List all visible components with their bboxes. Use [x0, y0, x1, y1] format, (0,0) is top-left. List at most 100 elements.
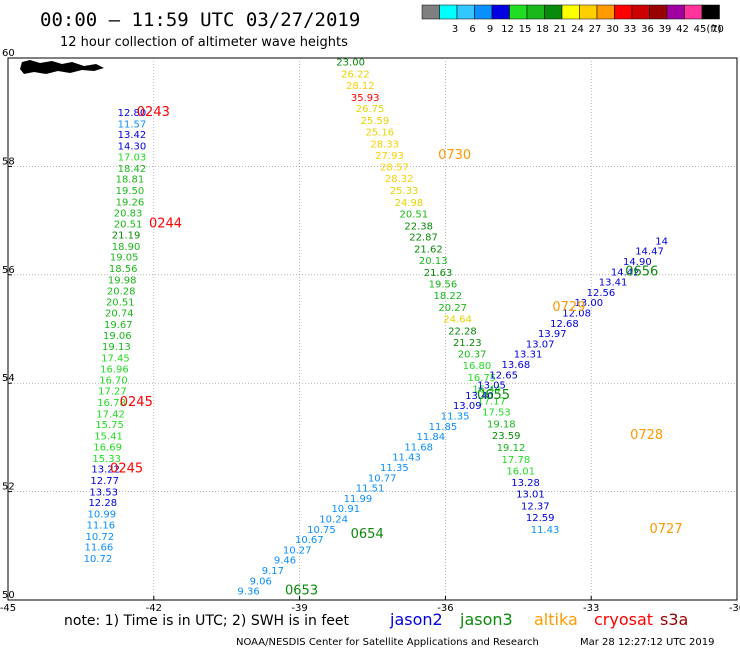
- swh-value-label: 20.74: [105, 309, 134, 320]
- swh-value-label: 25.59: [361, 116, 390, 127]
- swh-value-label: 12.56: [587, 288, 616, 299]
- satellite-legend-item: s3a: [660, 610, 688, 629]
- y-tick-label: 60: [2, 48, 15, 59]
- chart-subtitle: 12 hour collection of altimeter wave hei…: [60, 35, 348, 50]
- note-text: note: 1) Time is in UTC; 2) SWH is in fe…: [64, 613, 350, 629]
- swh-value-label: 20.83: [114, 208, 143, 219]
- swh-value-label: 10.72: [86, 532, 115, 543]
- swh-value-label: 9.17: [262, 566, 284, 577]
- x-tick-label: -36: [437, 603, 453, 614]
- swh-value-label: 17.03: [118, 152, 147, 163]
- swh-value-label: 13.07: [526, 339, 555, 350]
- swh-value-label: 13.09: [453, 401, 482, 412]
- swh-value-label: 10.27: [283, 545, 312, 556]
- swh-value-label: 20.13: [419, 256, 448, 267]
- scale-swatch: [631, 4, 650, 20]
- swh-value-label: 16.69: [93, 442, 122, 453]
- swh-value-label: 14.42: [611, 267, 640, 278]
- scale-swatch: [701, 4, 720, 20]
- swh-value-label: 9.06: [250, 576, 272, 587]
- swh-value-label: 20.28: [107, 286, 136, 297]
- y-tick-label: 58: [2, 156, 15, 167]
- swh-value-label: 24.64: [443, 314, 472, 325]
- swh-value-label: 14.30: [118, 142, 147, 153]
- swh-value-label: 28.57: [380, 163, 409, 174]
- swh-value-label: 16.01: [506, 466, 535, 477]
- swh-value-label: 17.27: [98, 387, 127, 398]
- scale-label: 39: [659, 24, 672, 35]
- scale-label: 27: [589, 24, 602, 35]
- scale-unit: (ft): [706, 24, 721, 35]
- swh-value-label: 11.57: [118, 119, 147, 130]
- scale-label: 3: [452, 24, 458, 35]
- satellite-legend-item: cryosat: [594, 610, 653, 629]
- swh-value-label: 19.50: [116, 186, 145, 197]
- scale-swatch: [439, 4, 458, 20]
- swh-value-label: 11.43: [392, 453, 421, 464]
- swh-value-label: 35.93: [351, 93, 380, 104]
- pass-time-label: 0730: [438, 148, 471, 163]
- pass-time-label: 0243: [137, 105, 170, 120]
- swh-value-label: 28.33: [370, 139, 399, 150]
- swh-value-label: 23.59: [492, 431, 521, 442]
- swh-value-label: 13.31: [514, 350, 543, 361]
- scale-label: 70: [711, 24, 724, 35]
- x-tick-label: -39: [291, 603, 307, 614]
- swh-value-label: 19.13: [102, 342, 131, 353]
- swh-value-label: 11.68: [404, 442, 433, 453]
- swh-value-label: 12.59: [526, 513, 555, 524]
- swh-value-label: 19.67: [104, 320, 133, 331]
- footer-credit: NOAA/NESDIS Center for Satellite Applica…: [236, 637, 539, 648]
- scale-swatch: [666, 4, 685, 20]
- swh-value-label: 21.62: [414, 245, 443, 256]
- swh-value-label: 22.38: [404, 221, 433, 232]
- swh-value-label: 14: [655, 236, 668, 247]
- scale-label: 6: [469, 24, 475, 35]
- y-tick-label: 52: [2, 482, 15, 493]
- swh-value-label: 28.12: [346, 81, 375, 92]
- swh-value-label: 19.56: [429, 279, 458, 290]
- scale-swatch: [649, 4, 668, 20]
- swh-value-label: 19.06: [103, 331, 132, 342]
- satellite-legend-item: jason3: [459, 610, 513, 629]
- swh-value-label: 11.66: [85, 543, 114, 554]
- swh-value-label: 21.19: [112, 230, 141, 241]
- x-tick-label: -42: [146, 603, 162, 614]
- x-tick-label: -33: [583, 603, 599, 614]
- swh-value-label: 14.47: [635, 247, 664, 258]
- swh-value-label: 20.51: [114, 220, 143, 231]
- scale-label: 24: [571, 24, 584, 35]
- swh-value-label: 26.75: [356, 104, 385, 115]
- swh-value-label: 12.37: [521, 501, 550, 512]
- swh-value-label: 23.00: [336, 58, 365, 69]
- coastline-greenland: [20, 60, 104, 74]
- swh-value-label: 27.93: [375, 151, 404, 162]
- swh-value-label: 16.78: [97, 398, 126, 409]
- swh-value-label: 13.05: [477, 381, 506, 392]
- pass-time-label: 0244: [149, 217, 182, 232]
- footer-timestamp: Mar 28 12:27:12 UTC 2019: [580, 637, 715, 648]
- scale-label: 12: [501, 24, 514, 35]
- y-tick-label: 54: [2, 373, 15, 384]
- scale-swatch: [684, 4, 703, 20]
- swh-value-label: 13.41: [599, 278, 628, 289]
- swh-value-label: 22.28: [448, 326, 477, 337]
- swh-value-label: 13.68: [502, 360, 531, 371]
- swh-value-label: 10.67: [295, 535, 324, 546]
- pass-time-label: 0656: [625, 264, 658, 279]
- scale-label: 15: [519, 24, 532, 35]
- swh-value-label: 13.42: [118, 130, 147, 141]
- swh-value-label: 19.98: [108, 275, 137, 286]
- swh-value-label: 15.33: [92, 454, 121, 465]
- swh-value-label: 12.08: [562, 309, 591, 320]
- swh-value-label: 11.35: [441, 412, 470, 423]
- swh-value-label: 19.18: [487, 420, 516, 431]
- scale-label: 9: [487, 24, 493, 35]
- swh-value-label: 16.96: [100, 364, 129, 375]
- swh-value-label: 11.99: [344, 494, 373, 505]
- swh-value-label: 10.77: [368, 473, 397, 484]
- swh-value-label: 17.42: [96, 409, 125, 420]
- scale-label: 21: [554, 24, 567, 35]
- swh-value-label: 17.45: [101, 354, 130, 365]
